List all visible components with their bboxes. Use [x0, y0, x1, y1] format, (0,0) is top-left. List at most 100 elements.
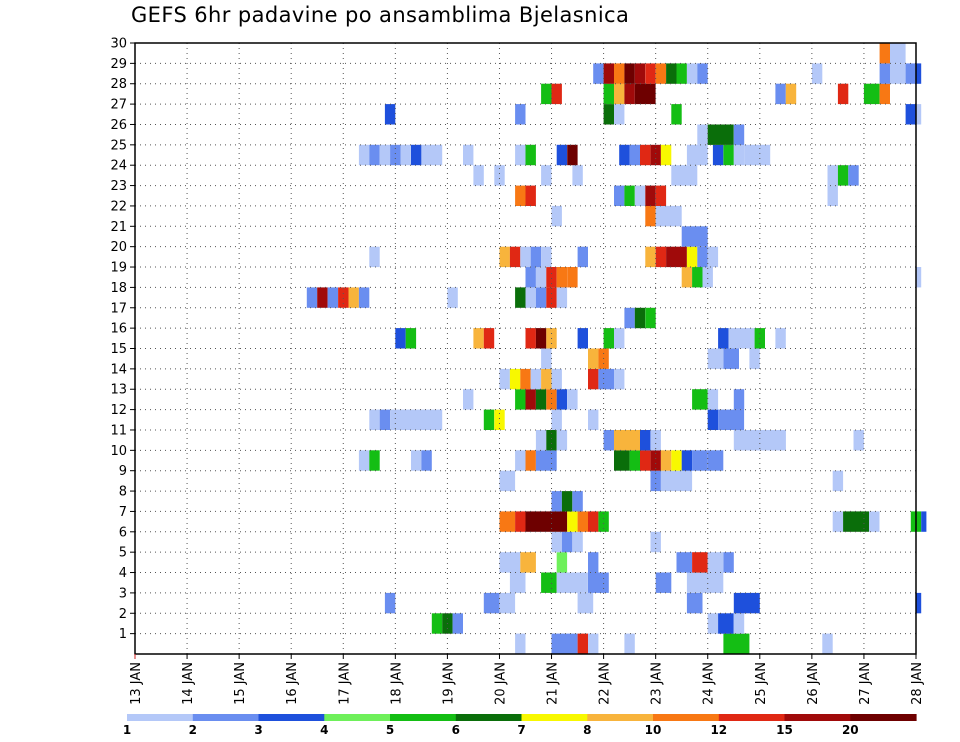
heatmap-cell	[369, 246, 380, 268]
y-tick-label: 27	[110, 98, 127, 113]
x-tick-label: 21 JAN	[546, 662, 561, 705]
heatmap-cell	[369, 144, 380, 166]
colorbar-label: 12	[710, 723, 727, 737]
heatmap-cell	[520, 368, 531, 390]
heatmap-cell	[614, 368, 625, 390]
heatmap-cell	[588, 511, 599, 532]
heatmap-cell	[384, 104, 396, 125]
colorbar-label: 20	[842, 723, 859, 737]
x-tick-label: 16 JAN	[285, 662, 300, 705]
heatmap-cell	[645, 307, 656, 329]
heatmap-cell	[483, 328, 495, 349]
heatmap-cell	[577, 328, 588, 349]
heatmap-cell	[525, 328, 536, 349]
colorbar-segment	[653, 714, 720, 721]
heatmap-cell	[551, 83, 562, 105]
heatmap-cell	[660, 450, 672, 471]
colorbar-segment	[718, 714, 786, 721]
heatmap-cell	[832, 511, 844, 532]
heatmap-cell	[692, 389, 708, 410]
colorbar-label: 2	[189, 723, 197, 737]
y-tick-label: 22	[110, 199, 127, 214]
x-tick-label: 15 JAN	[233, 662, 248, 705]
heatmap-cell	[671, 165, 698, 186]
y-tick-label: 23	[110, 179, 127, 194]
heatmap-cell	[572, 165, 583, 186]
x-tick-label: 22 JAN	[598, 662, 613, 705]
heatmap-cell	[718, 409, 745, 430]
heatmap-cell	[535, 430, 547, 451]
heatmap-cell	[614, 430, 640, 451]
heatmap-cell	[624, 633, 635, 654]
y-tick-label: 5	[119, 546, 127, 561]
heatmap-cell	[681, 450, 693, 471]
heatmap-cell	[556, 572, 588, 593]
heatmap-cell	[546, 287, 557, 308]
heatmap-cell	[525, 389, 536, 410]
x-tick-label: 19 JAN	[441, 662, 456, 705]
heatmap-cell	[358, 144, 370, 166]
heatmap-cell	[718, 328, 729, 349]
heatmap-cell	[733, 613, 745, 634]
heatmap-cell	[837, 165, 849, 186]
heatmap-cell	[827, 185, 838, 206]
x-tick-label: 27 JAN	[858, 662, 873, 705]
heatmap-cell	[671, 104, 682, 125]
heatmap-cell	[551, 368, 562, 390]
x-tick-label: 28 JAN	[910, 662, 925, 705]
heatmap-cell	[686, 592, 703, 614]
heatmap-cell	[707, 124, 734, 145]
y-tick-label: 18	[110, 281, 127, 296]
heatmap-cell	[681, 226, 708, 247]
heatmap-cell	[733, 389, 745, 410]
heatmap-cell	[556, 552, 568, 573]
y-tick-label: 7	[119, 505, 127, 520]
heatmap-cell	[483, 409, 495, 430]
heatmap-cell	[551, 205, 562, 227]
heatmap-cell	[733, 592, 760, 614]
heatmap-cell	[384, 592, 396, 614]
heatmap-cell	[843, 511, 870, 532]
colorbar-segment	[455, 714, 523, 721]
heatmap-cell	[624, 185, 635, 206]
heatmap-cell	[317, 287, 328, 308]
heatmap-cell	[686, 144, 708, 166]
heatmap-cell	[905, 63, 916, 84]
heatmap-cell	[515, 633, 526, 654]
x-tick-label: 13 JAN	[129, 662, 144, 705]
heatmap-cell	[645, 185, 656, 206]
heatmap-cell	[676, 552, 693, 573]
colorbar-label: 4	[320, 723, 328, 737]
colorbar-label: 6	[452, 723, 460, 737]
x-tick-label: 23 JAN	[650, 662, 665, 705]
colorbar-segment	[127, 714, 194, 721]
colorbar-segment	[784, 714, 851, 721]
y-tick-label: 17	[110, 301, 127, 316]
heatmap-cell	[916, 592, 922, 614]
colorbar-segment	[850, 714, 917, 721]
heatmap-cell	[567, 267, 578, 288]
heatmap-cell	[530, 368, 542, 390]
heatmap-cell	[546, 430, 557, 451]
colorbar-label: 5	[386, 723, 394, 737]
heatmap-cell	[541, 246, 552, 268]
heatmap-cell	[499, 592, 516, 614]
heatmap-cell	[733, 124, 745, 145]
heatmap-cell	[827, 165, 838, 186]
heatmap-cell	[624, 307, 635, 329]
heatmap-cell	[603, 430, 614, 451]
colorbar-segment	[324, 714, 391, 721]
heatmap-cell	[515, 511, 526, 532]
heatmap-cell	[640, 144, 651, 166]
heatmap-cell	[447, 287, 458, 308]
heatmap-cell	[551, 491, 562, 512]
colorbar-segment	[192, 714, 260, 721]
heatmap-cell	[541, 368, 552, 390]
heatmap-cell	[515, 144, 526, 166]
heatmap-cell	[879, 43, 890, 64]
heatmap-cell	[556, 287, 568, 308]
heatmap-cell	[405, 328, 417, 349]
heatmap-cell	[712, 144, 724, 166]
x-tick-label: 26 JAN	[806, 662, 821, 705]
heatmap-cell	[588, 348, 599, 369]
